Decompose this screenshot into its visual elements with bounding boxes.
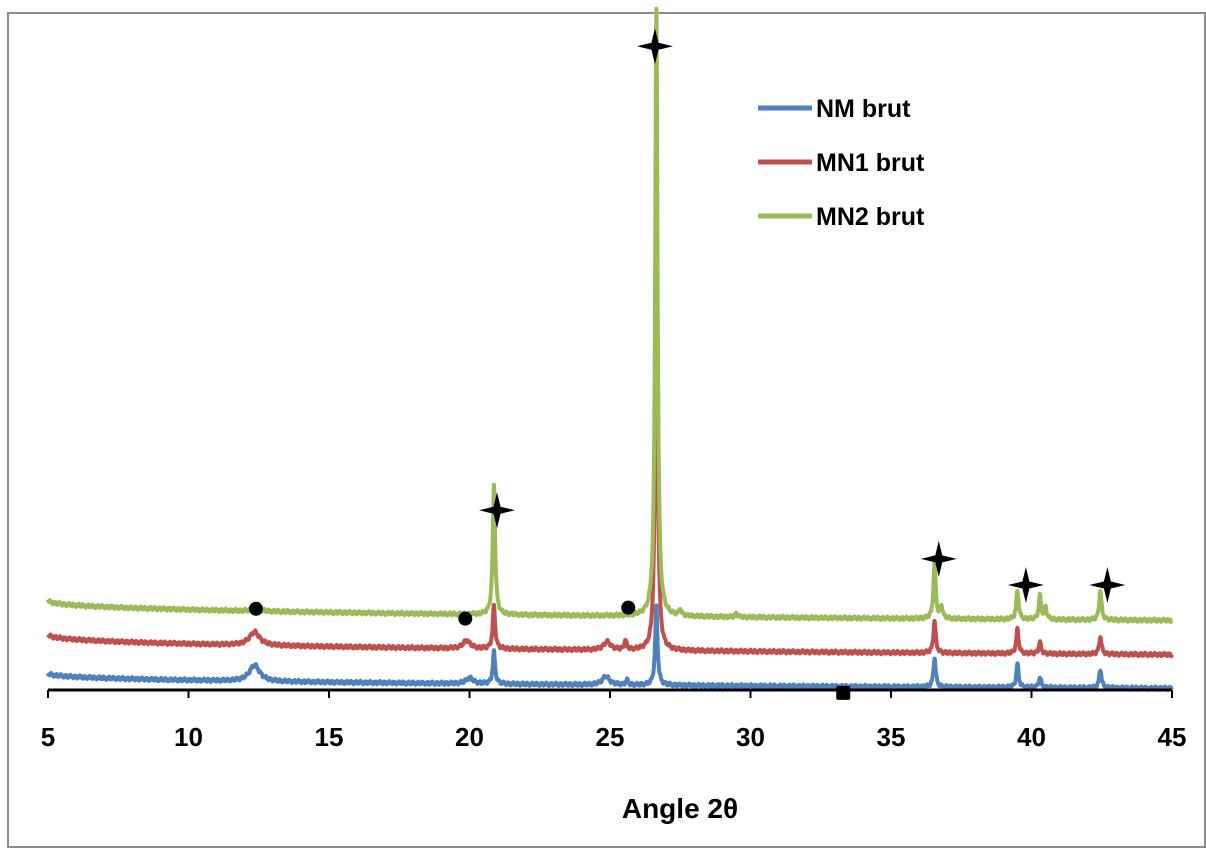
- x-tick-label: 30: [736, 722, 765, 752]
- peak-marker-star: [920, 540, 957, 577]
- marker-layer: [248, 28, 1126, 700]
- peak-marker-star: [479, 492, 516, 529]
- peak-marker-square: [836, 685, 851, 700]
- peak-marker-star: [1089, 567, 1126, 604]
- x-tick-label: 25: [596, 722, 625, 752]
- legend: NM brut MN1 brut MN2 brut: [758, 95, 925, 231]
- x-tick-label: 20: [455, 722, 484, 752]
- x-axis: 5 10 15 20 25 30 35 40 45: [41, 688, 1187, 752]
- legend-label: NM brut: [816, 95, 911, 123]
- legend-label: MN2 brut: [816, 203, 925, 231]
- peak-marker-dot: [458, 611, 473, 626]
- x-tick-label: 15: [315, 722, 344, 752]
- chart-frame: [7, 12, 1206, 848]
- series-line-3: [46, 6, 1174, 625]
- x-tick-label: 10: [174, 722, 203, 752]
- peak-marker-dot: [621, 600, 636, 615]
- legend-label: MN1 brut: [816, 149, 925, 177]
- peak-marker-star: [636, 28, 673, 65]
- series-layer: [46, 6, 1174, 692]
- series-line-1: [46, 603, 1174, 692]
- x-axis-title: Angle 2θ: [622, 793, 738, 824]
- x-tick-label: 45: [1158, 722, 1187, 752]
- peak-marker-star: [1007, 567, 1044, 604]
- x-tick-label: 35: [877, 722, 906, 752]
- x-tick-label: 40: [1017, 722, 1046, 752]
- peak-marker-dot: [248, 601, 263, 616]
- x-tick-label: 5: [41, 722, 55, 752]
- series-line-2: [46, 219, 1174, 659]
